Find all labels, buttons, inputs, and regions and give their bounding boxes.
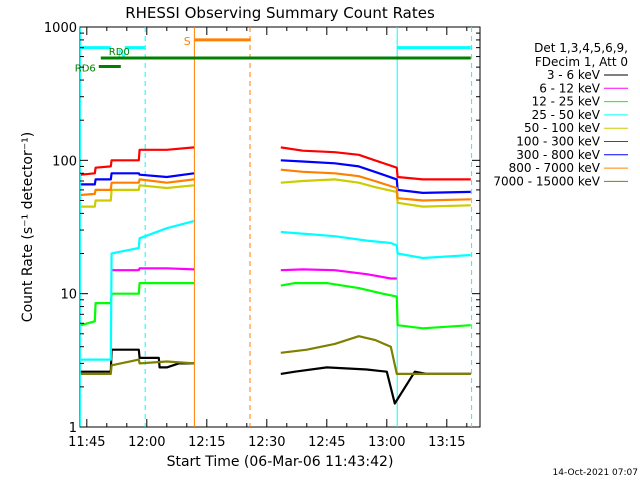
x-tick-label: 13:00 <box>368 435 405 450</box>
legend-label: 300 - 800 keV <box>516 148 600 162</box>
legend-label: 100 - 300 keV <box>516 135 600 149</box>
flag-bar-label: RD0 <box>109 47 130 58</box>
chart-title: RHESSI Observing Summary Count Rates <box>125 4 435 22</box>
x-tick-label: 11:45 <box>68 435 105 450</box>
series-line <box>280 146 471 181</box>
series-line <box>280 282 471 330</box>
legend-label: 7000 - 15000 keV <box>493 174 600 188</box>
x-axis: 11:45 12:00 12:15 12:30 12:45 13:00 13:15 <box>68 27 468 450</box>
legend-label: 12 - 25 keV <box>532 95 601 109</box>
series-line <box>80 146 195 176</box>
series-line <box>280 335 471 375</box>
legend-label: 6 - 12 keV <box>539 81 601 95</box>
series-line <box>80 172 195 186</box>
series-layer <box>80 146 471 405</box>
series-line <box>110 267 195 272</box>
legend-label: 50 - 100 keV <box>524 121 601 135</box>
y-tick-label: 1 <box>69 421 77 436</box>
x-tick-label: 12:00 <box>128 435 165 450</box>
x-axis-label: Start Time (06-Mar-06 11:43:42) <box>167 454 394 470</box>
legend-header-line-2: FDecim 1, Att 0 <box>535 55 628 69</box>
series-line <box>80 348 194 373</box>
flag-bars: N S RD0 RD6 <box>75 35 471 75</box>
series-line <box>280 230 471 260</box>
flag-bar-label: S <box>184 35 191 48</box>
legend-header-line-1: Det 1,3,4,5,6,9, <box>534 41 628 55</box>
x-tick-label: 12:45 <box>308 435 345 450</box>
y-axis: 1 10 100 1000 <box>44 21 480 436</box>
y-tick-label: 1000 <box>44 21 77 36</box>
flag-bar-label: RD6 <box>75 64 96 75</box>
series-line <box>80 178 195 197</box>
x-tick-label: 13:15 <box>428 435 465 450</box>
series-line <box>280 268 397 280</box>
series-line <box>280 168 471 202</box>
legend-label: 3 - 6 keV <box>547 68 601 82</box>
series-line <box>80 220 195 361</box>
x-tick-label: 12:30 <box>248 435 285 450</box>
y-tick-label: 100 <box>52 154 77 169</box>
y-tick-label: 10 <box>60 288 77 303</box>
legend-label: 25 - 50 keV <box>532 108 601 122</box>
footer-timestamp: 14-Oct-2021 07:07 <box>553 468 638 478</box>
legend-label: 800 - 7000 keV <box>509 161 601 175</box>
series-line <box>280 159 471 194</box>
plot-area <box>79 26 481 428</box>
legend: Det 1,3,4,5,6,9, FDecim 1, Att 0 3 - 6 k… <box>493 41 628 188</box>
flag-bar-label: N <box>118 48 126 61</box>
vertical-lines <box>79 27 473 427</box>
series-line <box>280 178 471 208</box>
y-axis-label: Count Rate (s⁻¹ detector⁻¹) <box>20 132 36 322</box>
x-tick-label: 12:15 <box>188 435 225 450</box>
series-line <box>80 358 195 375</box>
